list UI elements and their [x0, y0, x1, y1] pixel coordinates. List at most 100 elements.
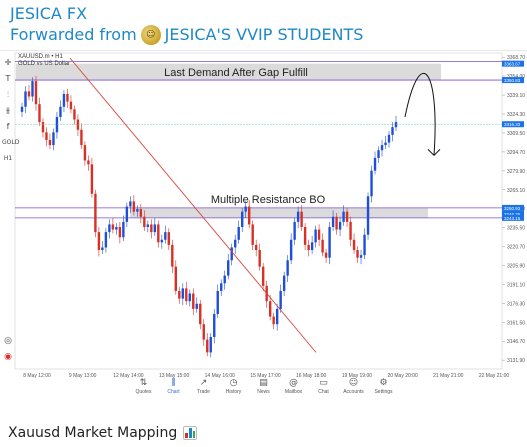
nav-label: Accounts — [343, 389, 364, 395]
indicators-icon[interactable]: ⫶ — [7, 90, 9, 99]
price-tag — [502, 60, 524, 67]
price-chart[interactable]: 3368.70 3354.00 3339.10 3324.30 3309.50 3294.… — [0, 51, 527, 378]
nav-trade[interactable]: ↗ Trade — [189, 378, 219, 400]
x-tick-label: 21 May 21:00 — [433, 373, 464, 378]
sender-name[interactable]: JESICA FX — [10, 4, 88, 23]
candle-body — [296, 211, 300, 222]
candle-body — [192, 293, 195, 309]
trade-icon[interactable]: ◉ — [4, 351, 12, 361]
candle-body — [244, 206, 247, 212]
demand-zone-label: Last Demand After Gap Fulfill — [164, 67, 308, 79]
candle-body — [66, 93, 69, 102]
candle-body — [328, 226, 331, 258]
bottom-nav: ⇅ Quotes ⫼ Chart ↗ Trade ◷ History ▤ News @ Mailbox… — [0, 378, 527, 400]
price-tag-label: 3250.93 — [504, 206, 521, 211]
price-tag — [502, 210, 524, 217]
candle-body — [111, 224, 115, 230]
text-icon[interactable]: T — [5, 74, 11, 83]
forwarded-prefix: Forwarded from — [10, 25, 137, 44]
nav-news[interactable]: ▤ News — [249, 378, 279, 400]
crosshair-icon[interactable]: ✛ — [4, 58, 12, 67]
message-header: JESICA FX Forwarded from ☺ JESICA'S VVIP… — [10, 4, 363, 46]
cycle-icon[interactable]: ◎ — [4, 335, 12, 345]
candle-body — [363, 234, 366, 256]
nav-chat[interactable]: ▭ Chat — [309, 378, 339, 400]
candle-body — [227, 260, 230, 276]
nav-label: History — [225, 389, 242, 395]
left-toolbar: ✛ T ⫶ ⫵ f GOLD H1 — [2, 57, 20, 165]
price-tag-label: 3316.33 — [504, 122, 521, 127]
candle-body — [118, 226, 122, 238]
nav-accounts[interactable]: ☺ Accounts — [339, 378, 369, 400]
candle-body — [132, 201, 136, 212]
candle-body — [234, 239, 237, 248]
candle-body — [331, 216, 335, 227]
gold-symbol-button[interactable]: GOLD — [2, 139, 20, 146]
candle-body — [282, 275, 286, 291]
candle-body — [300, 211, 303, 227]
nav-history[interactable]: ◷ History — [219, 378, 249, 400]
candle-body — [254, 244, 258, 251]
nav-label: Settings — [374, 389, 393, 395]
nav-settings[interactable]: ⚙ Settings — [369, 378, 399, 400]
caption: Xauusd Market Mapping — [8, 425, 198, 441]
quotes-icon: ⇅ — [139, 378, 148, 388]
y-tick-label: 3220.70 — [507, 245, 525, 251]
news-icon: ▤ — [259, 378, 268, 388]
y-tick-label: 3279.90 — [507, 169, 525, 175]
y-tick-label: 3294.70 — [507, 150, 525, 156]
candle-body — [338, 221, 342, 230]
candle-body — [27, 91, 31, 97]
price-tag-label: 3243.15 — [504, 216, 521, 221]
timeframe-button[interactable]: H1 — [3, 155, 13, 162]
y-tick-label: 3191.10 — [507, 282, 525, 288]
candle-body — [150, 224, 153, 233]
candle-body — [349, 221, 352, 240]
candle-body — [136, 209, 139, 212]
channel-avatar-icon[interactable]: ☺ — [140, 25, 161, 45]
candle-body — [202, 324, 205, 340]
candle-body — [48, 139, 52, 146]
candle-body — [188, 293, 191, 302]
candle-body — [31, 81, 34, 97]
nav-mailbox[interactable]: @ Mailbox — [279, 378, 309, 400]
candle-body — [38, 104, 41, 123]
chat-icon: ▭ — [319, 378, 328, 388]
function-icon[interactable]: f — [6, 122, 10, 131]
forwarded-channel[interactable]: JESICA'S VVIP STUDENTS — [164, 25, 364, 44]
x-tick-label: 13 May 15:00 — [159, 373, 190, 378]
candle-body — [356, 250, 359, 258]
forwarded-line[interactable]: Forwarded from ☺ JESICA'S VVIP STUDENTS — [10, 24, 363, 46]
candle-body — [366, 196, 370, 235]
arrow-head-icon — [427, 148, 441, 157]
resistance-zone-label: Multiple Resistance BO — [211, 194, 326, 206]
chart-screenshot[interactable]: 3368.70 3354.00 3339.10 3324.30 3309.50 3294.… — [0, 50, 527, 395]
candle-body — [62, 93, 66, 107]
candle-body — [370, 170, 373, 197]
candle-body — [261, 266, 265, 286]
candle-body — [258, 250, 261, 267]
candle-body — [209, 337, 212, 353]
candle-body — [104, 232, 108, 248]
candle-body — [223, 275, 226, 284]
x-tick-label: 15 May 17:00 — [250, 373, 281, 378]
objects-icon[interactable]: ⫵ — [6, 106, 10, 115]
candle-body — [359, 255, 363, 258]
y-tick-label: 3354.00 — [507, 74, 525, 80]
price-tag-label: 3246.35 — [504, 212, 521, 217]
candle-body — [391, 127, 394, 135]
y-tick-label: 3339.10 — [507, 93, 525, 99]
candle-body — [307, 244, 310, 251]
symbol-name: XAUUSD.m • H1 — [18, 54, 63, 60]
candle-body — [199, 303, 202, 325]
candle-body — [213, 313, 216, 338]
candle-body — [289, 239, 293, 261]
nav-chart[interactable]: ⫼ Chart — [159, 378, 189, 400]
candle-body — [373, 157, 377, 171]
nav-quotes[interactable]: ⇅ Quotes — [129, 378, 159, 400]
candle-body — [394, 122, 398, 128]
candle-body — [230, 247, 233, 261]
history-icon: ◷ — [229, 378, 238, 388]
y-tick-label: 3265.10 — [507, 188, 525, 194]
candle-body — [167, 232, 171, 245]
